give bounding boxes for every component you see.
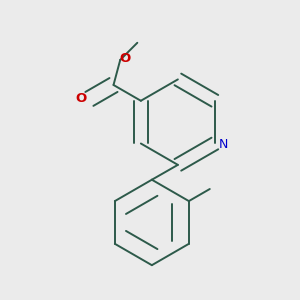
Text: O: O bbox=[119, 52, 130, 64]
Text: O: O bbox=[76, 92, 87, 105]
Text: N: N bbox=[218, 138, 228, 151]
